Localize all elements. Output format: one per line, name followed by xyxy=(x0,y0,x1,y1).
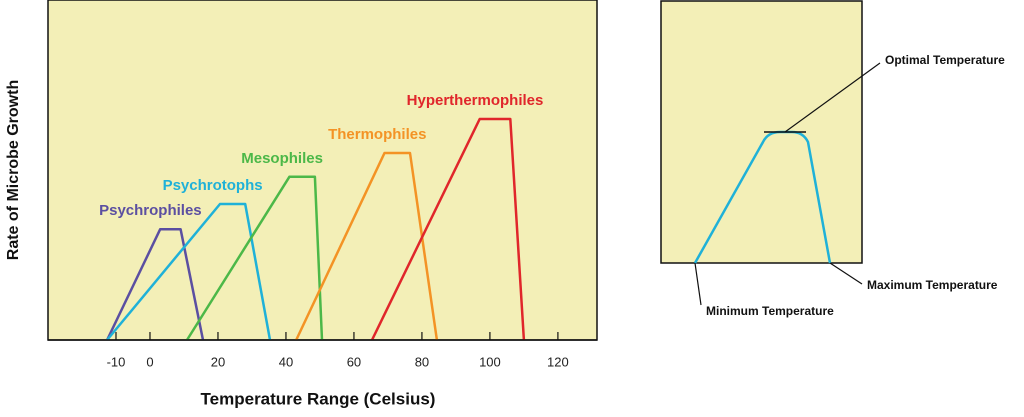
x-tick-label: 80 xyxy=(415,354,429,369)
y-axis-label: Rate of Microbe Growth xyxy=(5,80,22,260)
x-axis-label: Temperature Range (Celsius) xyxy=(201,389,436,408)
x-tick-label: 0 xyxy=(146,354,153,369)
inset-label: Optimal Temperature xyxy=(885,53,1005,67)
series-label: Psychrotophs xyxy=(163,177,263,194)
series-label: Psychrophiles xyxy=(99,202,202,219)
x-tick-label: 120 xyxy=(547,354,569,369)
growth-curve xyxy=(295,151,439,341)
growth-curve xyxy=(106,202,272,341)
series-label: Hyperthermophiles xyxy=(407,92,544,109)
x-tick-label: -10 xyxy=(107,354,126,369)
pointer xyxy=(784,62,881,133)
x-tick-label: 20 xyxy=(211,354,225,369)
x-tick-label: 60 xyxy=(347,354,361,369)
pointer xyxy=(829,262,863,285)
inset-box xyxy=(660,0,863,264)
series-label: Thermophiles xyxy=(328,126,426,143)
x-tick-label: 100 xyxy=(479,354,501,369)
inset: Optimal Temperature Maximum Temperature … xyxy=(660,0,1005,318)
pointer xyxy=(694,262,702,306)
growth-curve xyxy=(370,117,526,341)
series-label: Mesophiles xyxy=(241,150,323,167)
inset-label: Maximum Temperature xyxy=(867,278,998,292)
growth-curve xyxy=(185,175,324,341)
inset-label: Minimum Temperature xyxy=(706,304,834,318)
growth-curve xyxy=(105,227,205,341)
x-tick-label: 40 xyxy=(279,354,293,369)
